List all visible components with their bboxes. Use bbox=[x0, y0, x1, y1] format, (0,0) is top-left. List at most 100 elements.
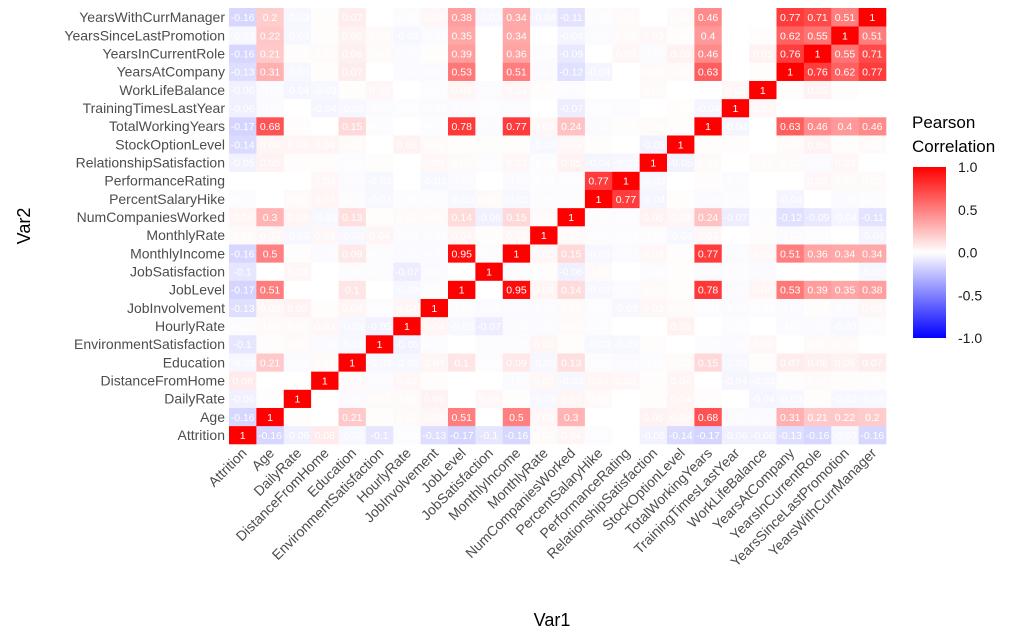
heatmap-cell bbox=[803, 244, 832, 263]
heatmap-cell bbox=[311, 207, 339, 227]
heatmap-cell bbox=[530, 298, 558, 318]
heatmap-cell bbox=[694, 425, 723, 445]
heatmap-cell-label: -0.02 bbox=[395, 67, 419, 79]
heatmap-cell bbox=[612, 153, 640, 172]
heatmap-cell bbox=[557, 425, 586, 445]
heatmap-cell-label: 0.02 bbox=[835, 176, 856, 188]
heatmap-cell bbox=[530, 389, 558, 408]
heatmap-cell-label: 0.4 bbox=[701, 30, 716, 42]
heatmap-cell bbox=[667, 62, 695, 81]
x-tick-label: Attrition bbox=[205, 445, 250, 490]
heatmap-cell bbox=[448, 316, 476, 336]
heatmap-cell-label: 0.34 bbox=[506, 30, 527, 42]
heatmap-cell-label: 0.51 bbox=[451, 412, 472, 424]
heatmap-cell bbox=[311, 98, 339, 118]
heatmap-cell bbox=[721, 298, 750, 318]
heatmap-cell-label: 0.14 bbox=[561, 285, 582, 297]
heatmap-cell-label: -0.01 bbox=[340, 194, 364, 206]
heatmap-cell bbox=[694, 280, 723, 299]
heatmap-cell bbox=[420, 171, 449, 190]
heatmap-cell bbox=[557, 316, 586, 336]
heatmap-cell bbox=[420, 8, 449, 27]
heatmap-cell bbox=[749, 262, 777, 281]
heatmap-cell bbox=[639, 153, 668, 172]
heatmap-cell-label: 0.02 bbox=[342, 139, 363, 151]
heatmap-cell bbox=[475, 280, 504, 299]
heatmap-cell-label: -0.1 bbox=[234, 266, 252, 278]
heatmap-cell-label: 0 bbox=[733, 157, 739, 169]
heatmap-cell bbox=[584, 62, 613, 81]
heatmap-cell bbox=[530, 153, 558, 172]
heatmap-cell bbox=[530, 44, 558, 63]
heatmap-cell bbox=[420, 371, 449, 390]
heatmap-cell-label: 1 bbox=[650, 157, 656, 169]
heatmap-cell-label: -0.02 bbox=[614, 103, 638, 115]
heatmap-cell bbox=[393, 389, 421, 408]
heatmap-cell bbox=[721, 153, 750, 172]
heatmap-cell-label: -0.1 bbox=[371, 430, 389, 442]
heatmap-cell-label: -0.03 bbox=[614, 157, 638, 169]
heatmap-cell bbox=[311, 353, 339, 372]
heatmap-cell-label: 0.09 bbox=[342, 248, 363, 260]
heatmap-cell-label: -0.04 bbox=[587, 67, 611, 79]
legend-title-line2: Correlation bbox=[912, 137, 995, 156]
heatmap-cell-label: 0.04 bbox=[534, 285, 555, 297]
heatmap-cell-label: -0.03 bbox=[368, 176, 392, 188]
heatmap-cell-label: 0 bbox=[459, 339, 465, 351]
heatmap-cell-label: -0.01 bbox=[587, 103, 611, 115]
heatmap-cell bbox=[721, 80, 750, 100]
heatmap-cell-label: 0 bbox=[404, 157, 410, 169]
heatmap-cell-label: 0 bbox=[760, 176, 766, 188]
heatmap-cell bbox=[393, 353, 421, 372]
heatmap-cell-label: -0.07 bbox=[477, 321, 501, 333]
heatmap-cell-label: -0.02 bbox=[833, 303, 857, 315]
heatmap-cell-label: -0.02 bbox=[504, 176, 528, 188]
heatmap-cell-label: 1 bbox=[240, 430, 246, 442]
heatmap-cell bbox=[803, 189, 832, 209]
heatmap-cell bbox=[694, 353, 723, 372]
heatmap-cell-label: -0.03 bbox=[614, 339, 638, 351]
heatmap-cell-label: 0.01 bbox=[315, 157, 336, 169]
heatmap-cell bbox=[311, 189, 339, 209]
heatmap-cell bbox=[229, 335, 257, 354]
heatmap-cell-label: 1 bbox=[404, 321, 410, 333]
heatmap-cell bbox=[803, 207, 832, 227]
heatmap-cell-label: 0 bbox=[869, 85, 875, 97]
heatmap-cell-label: -0.17 bbox=[231, 285, 255, 297]
heatmap-cell-label: 0 bbox=[787, 103, 793, 115]
heatmap-cell-label: 0.22 bbox=[260, 30, 281, 42]
heatmap-cell bbox=[229, 62, 257, 81]
heatmap-cell bbox=[721, 244, 750, 263]
heatmap-cell bbox=[749, 316, 777, 336]
heatmap-cell bbox=[338, 171, 367, 190]
heatmap-cell bbox=[612, 98, 640, 118]
heatmap-cell bbox=[831, 189, 859, 209]
heatmap-cell bbox=[749, 335, 777, 354]
heatmap-cell-label: -0.02 bbox=[422, 230, 446, 242]
heatmap-cell-label: -0.03 bbox=[231, 357, 255, 369]
heatmap-cell-label: 0.02 bbox=[698, 157, 719, 169]
heatmap-cell bbox=[721, 44, 750, 63]
heatmap-cell-label: 0 bbox=[760, 321, 766, 333]
heatmap-cell-label: 0.68 bbox=[698, 412, 719, 424]
heatmap-cell bbox=[283, 371, 312, 390]
heatmap-cell bbox=[256, 117, 285, 136]
heatmap-cell bbox=[639, 244, 668, 263]
heatmap-cell bbox=[612, 171, 640, 190]
heatmap-cell bbox=[393, 207, 421, 227]
heatmap-cell-label: -0.06 bbox=[477, 212, 501, 224]
heatmap-cell bbox=[557, 207, 586, 227]
heatmap-cell-label: -0.04 bbox=[860, 230, 884, 242]
heatmap-cell-label: 0.02 bbox=[588, 394, 609, 406]
heatmap-cell bbox=[448, 189, 476, 209]
heatmap-cell bbox=[831, 280, 859, 299]
heatmap-cell-label: -0.02 bbox=[422, 67, 446, 79]
y-tick-label: Attrition bbox=[178, 427, 225, 443]
heatmap-cell-label: 0.02 bbox=[670, 303, 691, 315]
heatmap-cell-label: 0 bbox=[267, 194, 273, 206]
heatmap-cell-label: 0.03 bbox=[369, 85, 390, 97]
heatmap-cell-label: 0.13 bbox=[342, 212, 363, 224]
heatmap-cell-label: -0.14 bbox=[669, 430, 693, 442]
heatmap-cell bbox=[557, 98, 586, 118]
heatmap-cell-label: 0.77 bbox=[588, 176, 609, 188]
